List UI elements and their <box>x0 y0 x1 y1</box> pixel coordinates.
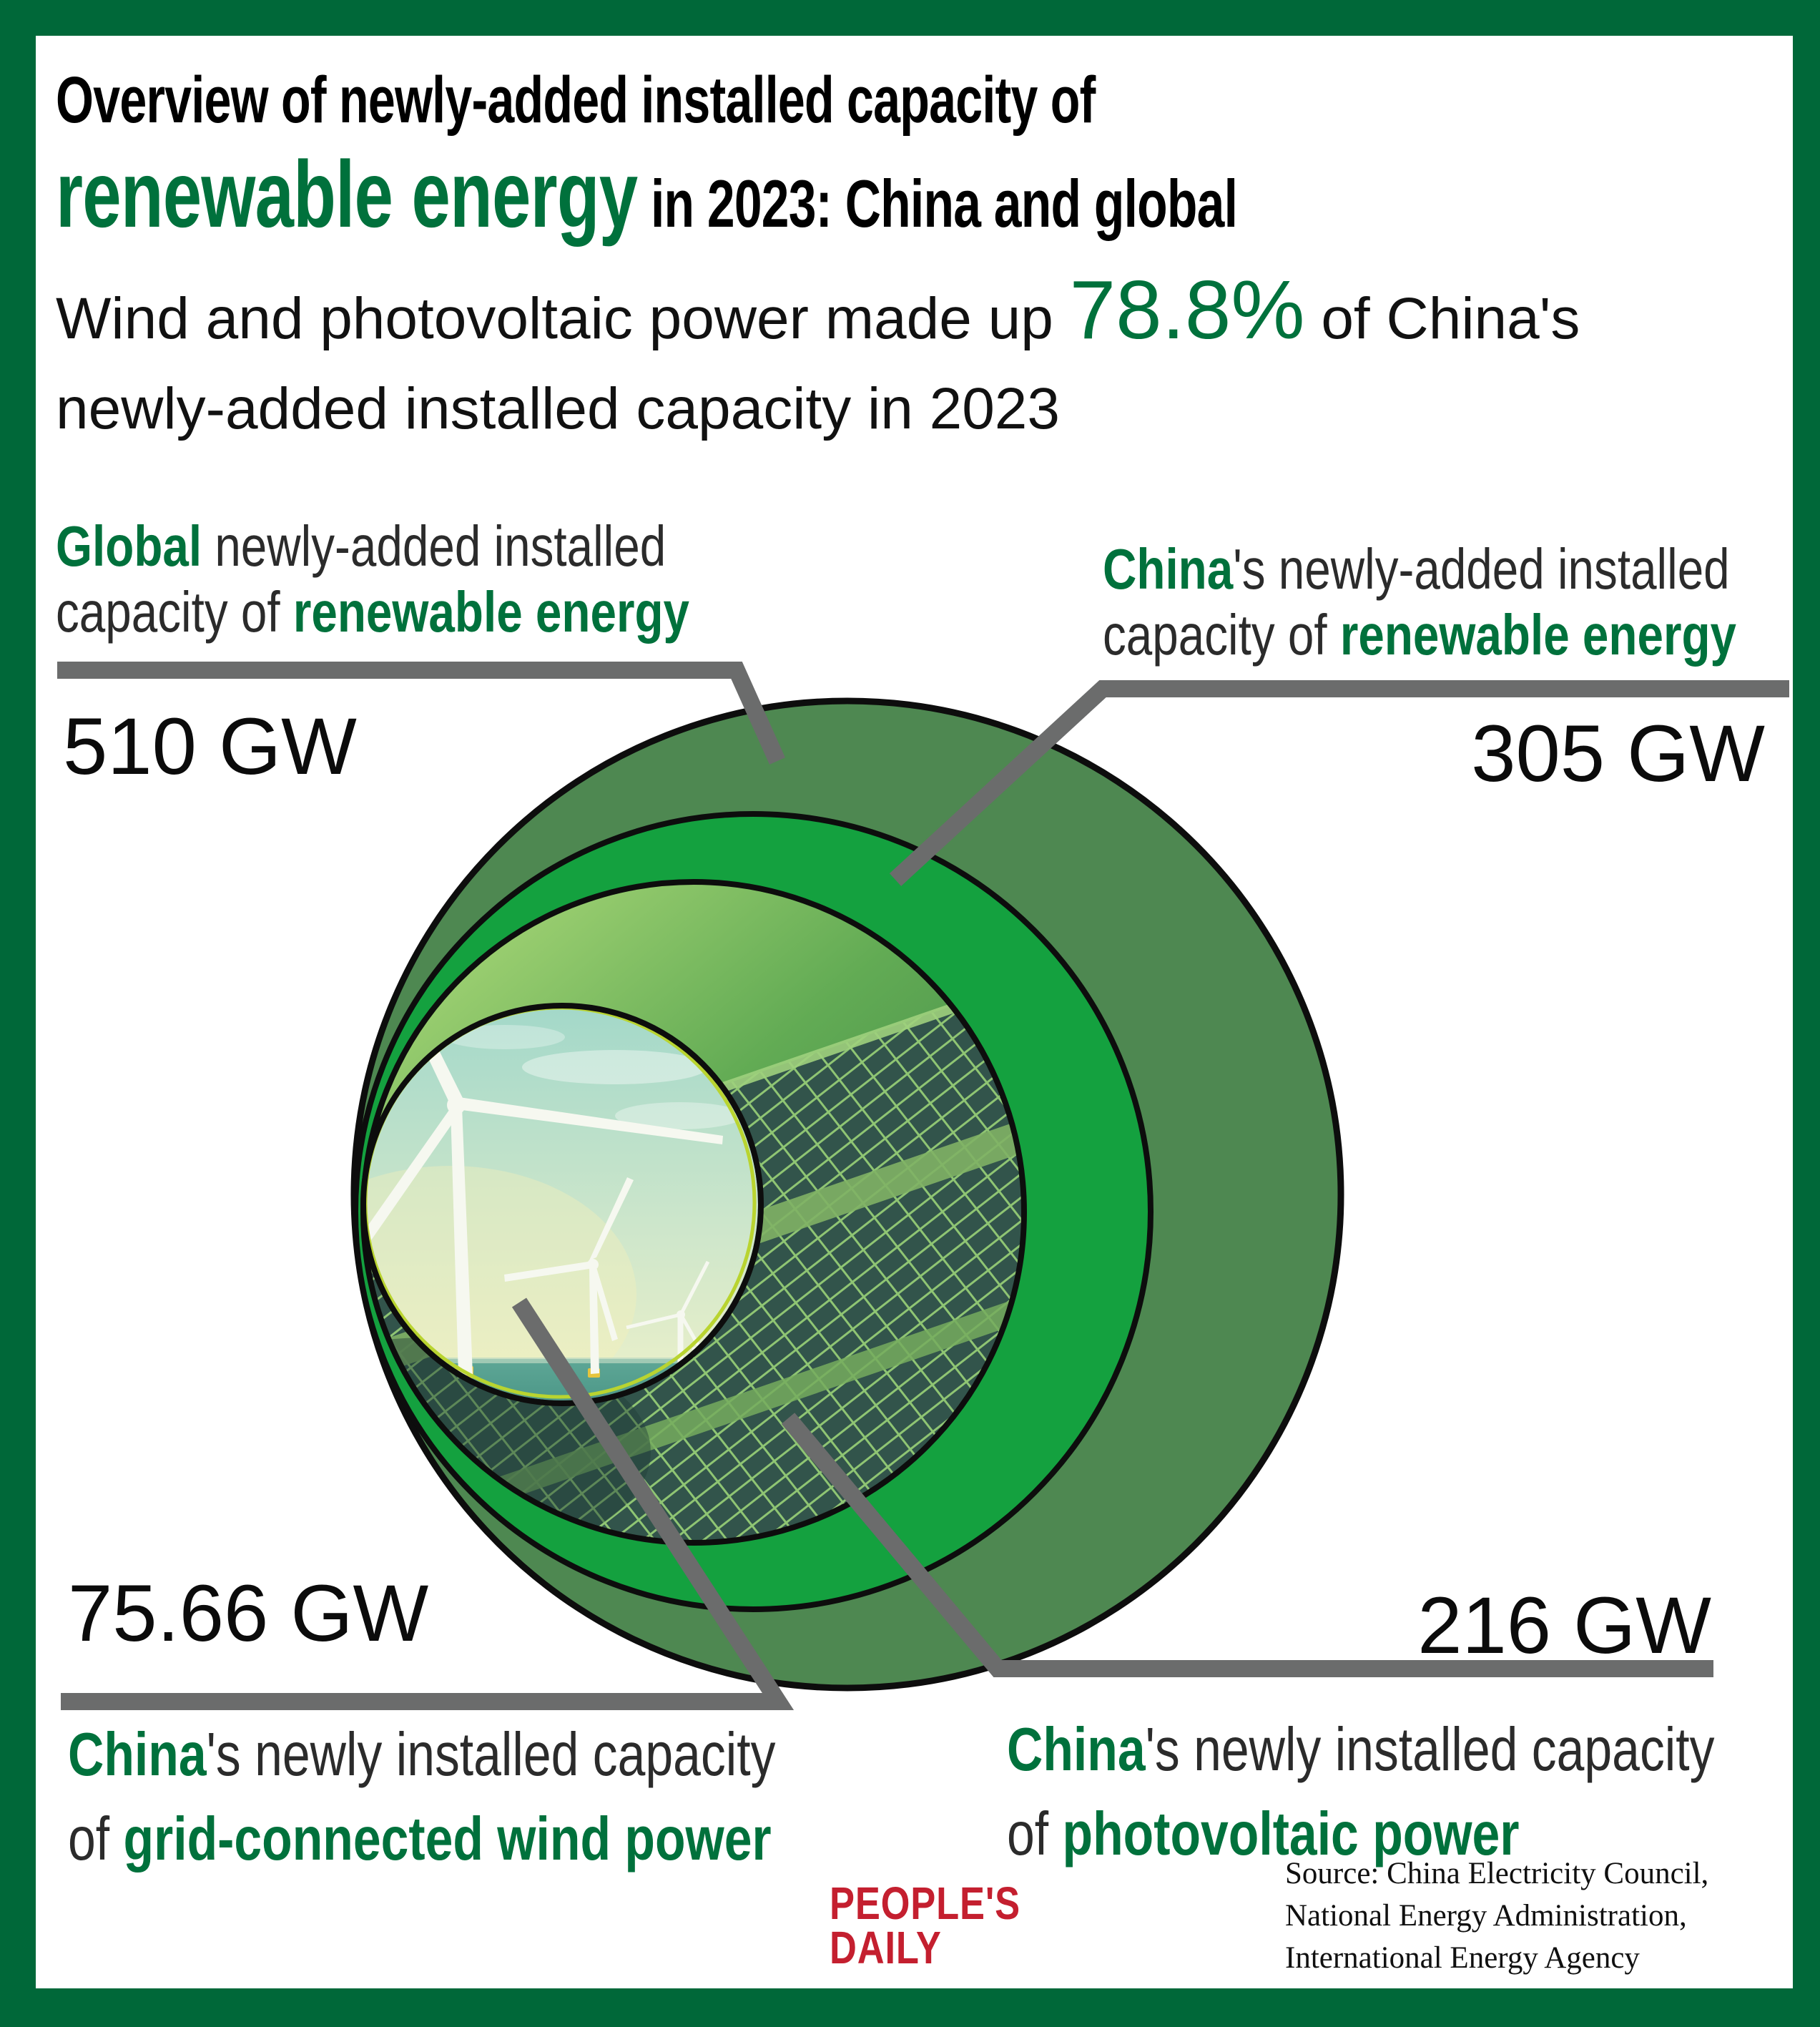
label-china-wind-line1: China's newly installed capacity <box>68 1721 776 1789</box>
circle-wind-75gw <box>360 1003 764 1406</box>
source-line3: International Energy Agency <box>1285 1941 1640 1975</box>
cloud <box>615 1102 744 1129</box>
leader-line-photovoltaic <box>781 1413 1713 1677</box>
label-china-renewable: China's newly-added installed capacity o… <box>1103 536 1736 668</box>
peoples-daily-logo: PEOPLE'S DAILY <box>830 1878 1020 1973</box>
label-china-renewable-line1: China's newly-added installed <box>1103 537 1730 601</box>
logo-line2: DAILY <box>830 1922 942 1973</box>
value-photovoltaic-216gw: 216 GW <box>1417 1581 1711 1670</box>
source-line2: National Energy Administration, <box>1285 1899 1687 1933</box>
label-china-photovoltaic: China's newly installed capacity of phot… <box>1007 1708 1714 1877</box>
label-global-renewable-line1: Global newly-added installed <box>56 514 666 578</box>
label-china-wind: China's newly installed capacity of grid… <box>68 1713 775 1882</box>
value-china-renewable-305gw: 305 GW <box>1471 709 1765 798</box>
source-line1: Source: China Electricity Council, <box>1285 1857 1709 1890</box>
label-china-wind-line2: of grid-connected wind power <box>68 1805 772 1873</box>
value-global-510gw: 510 GW <box>63 702 357 791</box>
subtitle-line1: Wind and photovoltaic power made up 78.8… <box>56 263 1580 356</box>
page-title-line2: renewable energy in 2023: China and glob… <box>56 142 1238 247</box>
label-global-renewable-line2: capacity of renewable energy <box>56 580 690 644</box>
value-wind-75gw: 75.66 GW <box>68 1569 429 1658</box>
cloud <box>445 1025 565 1049</box>
subtitle-line2: newly-added installed capacity in 2023 <box>56 376 1061 441</box>
label-china-renewable-line2: capacity of renewable energy <box>1103 603 1737 667</box>
label-global-renewable: Global newly-added installed capacity of… <box>56 514 689 645</box>
logo-line1: PEOPLE'S <box>830 1878 1020 1929</box>
leader-line-wind <box>61 1297 795 1710</box>
label-china-photovoltaic-line1: China's newly installed capacity <box>1007 1716 1715 1784</box>
leader-line-china-renewable <box>889 680 1789 886</box>
source-credit: Source: China Electricity Council, Natio… <box>1285 1852 1708 1979</box>
label-china-photovoltaic-line2: of photovoltaic power <box>1007 1800 1520 1868</box>
page-title-line1: Overview of newly-added installed capaci… <box>56 64 1096 137</box>
leader-line-global <box>57 662 785 765</box>
cloud <box>522 1050 708 1084</box>
